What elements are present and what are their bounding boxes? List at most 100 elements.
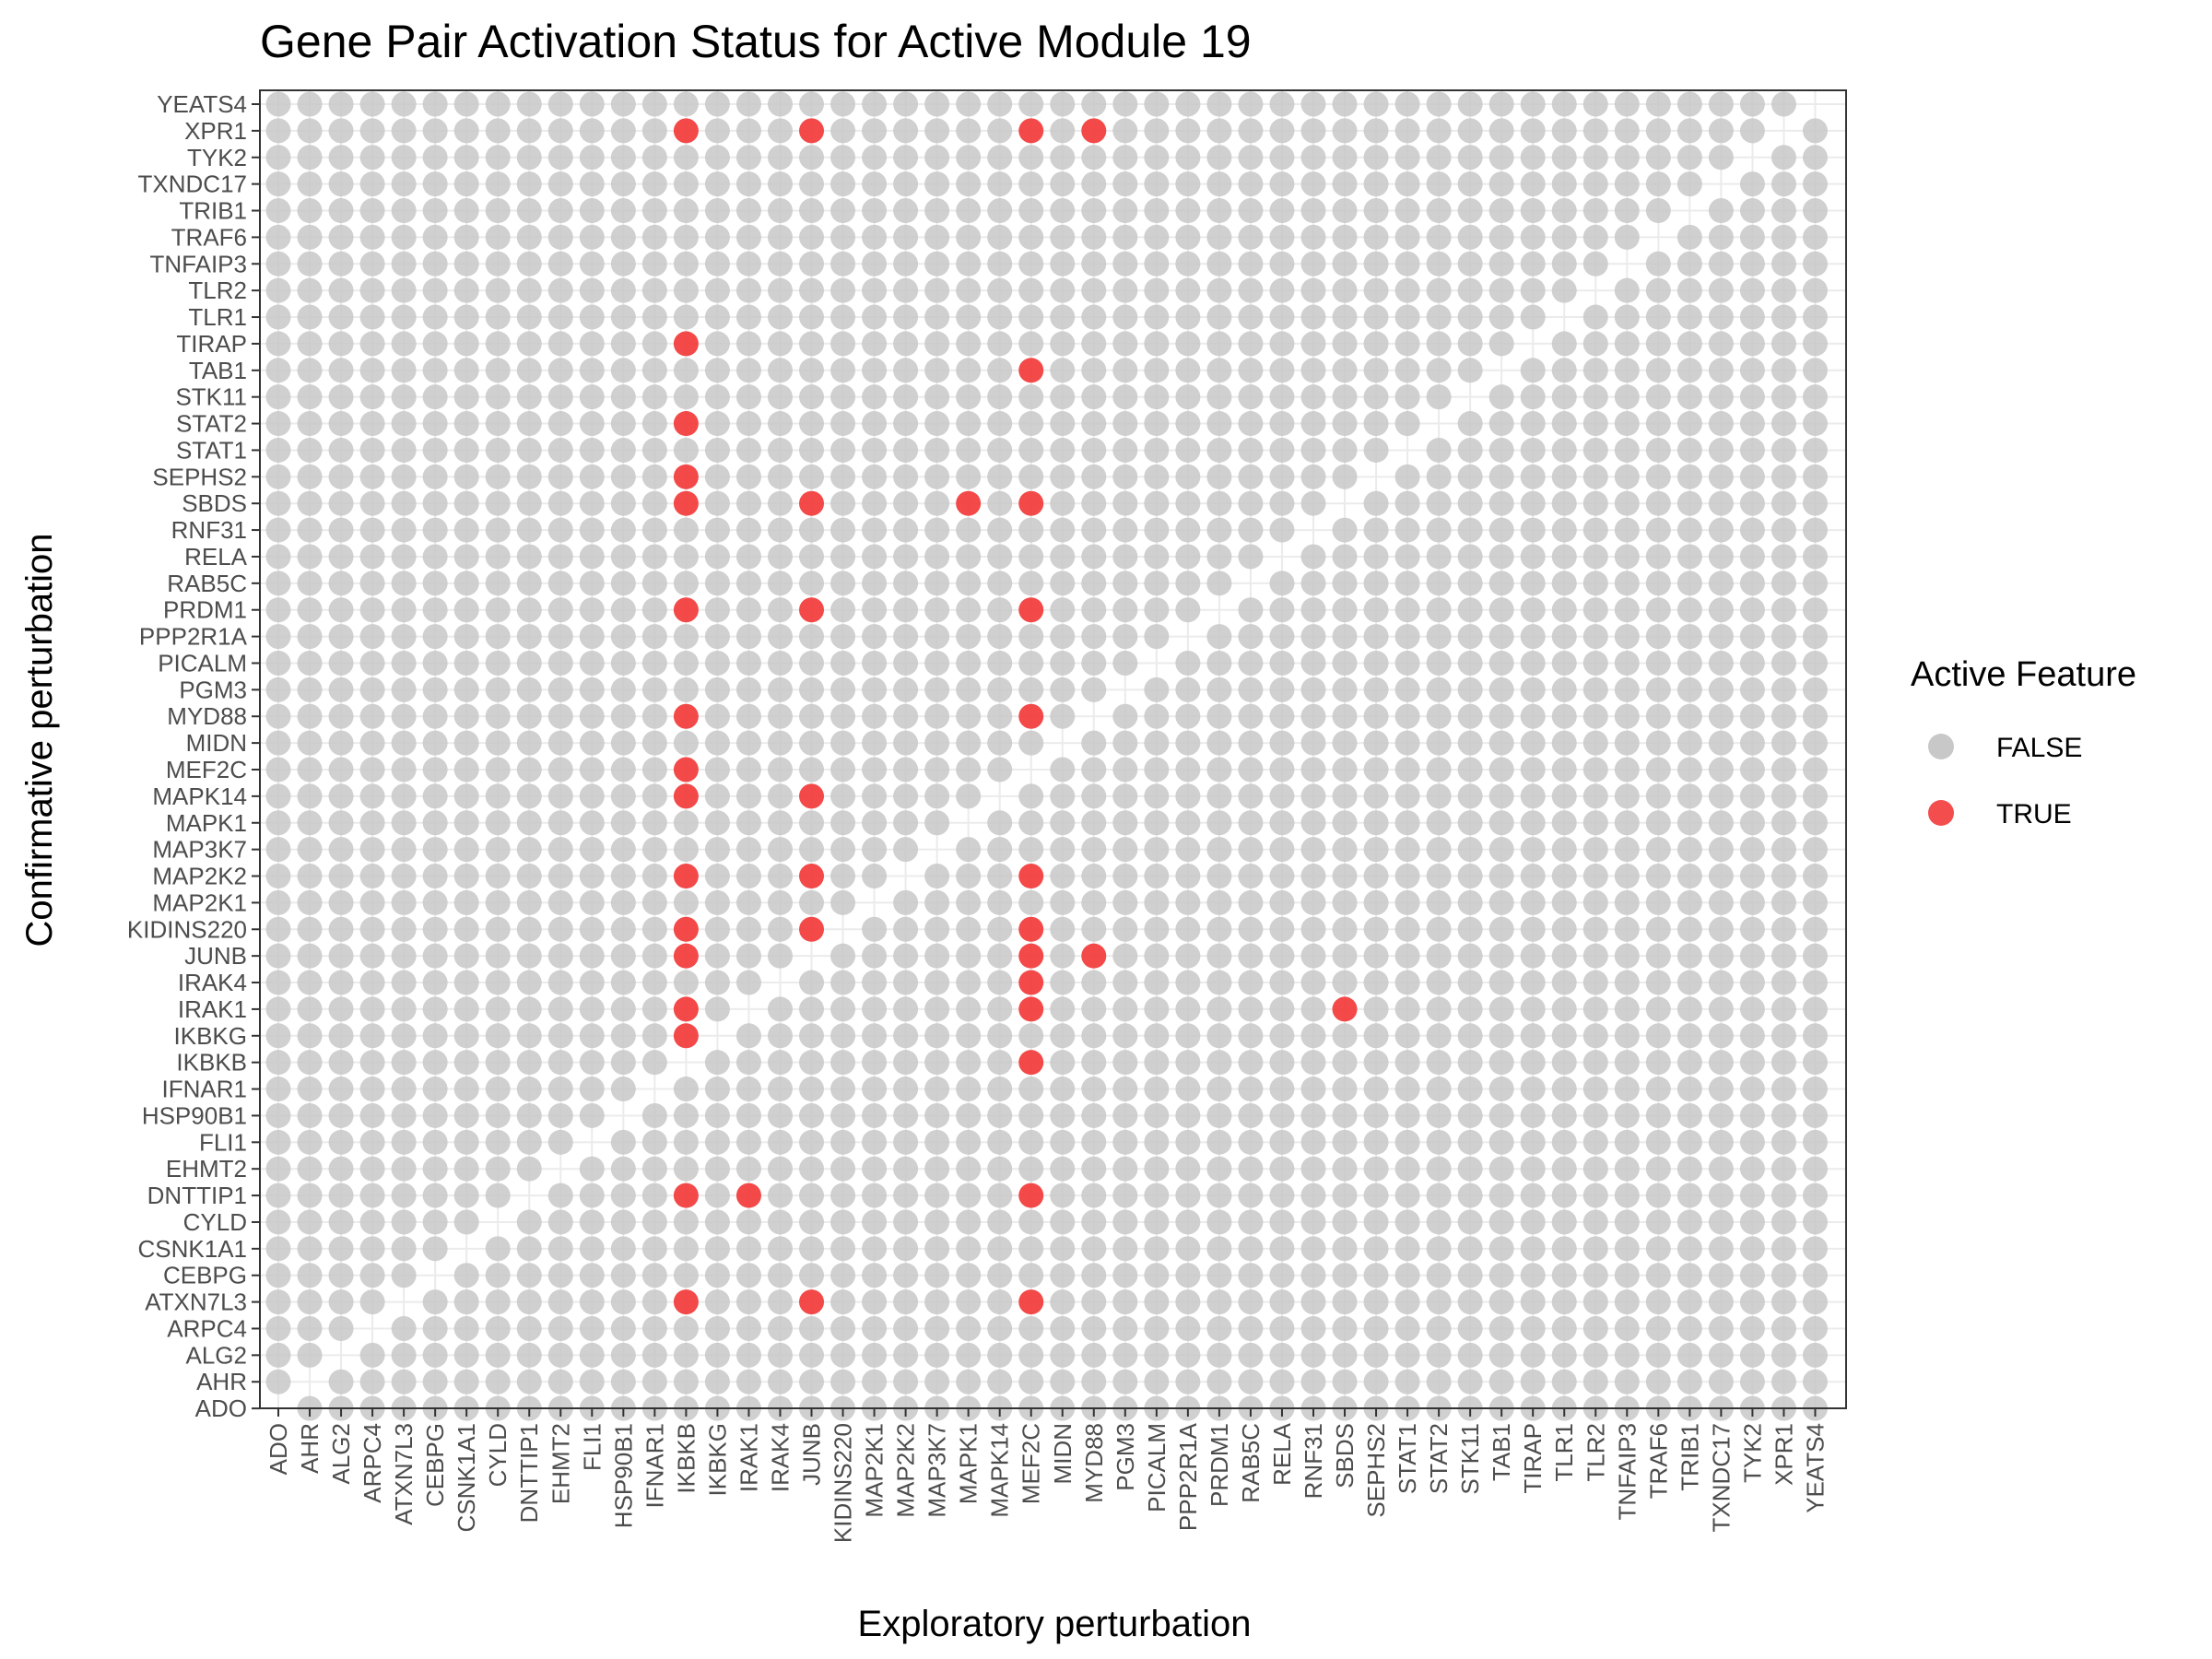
point-false <box>1175 703 1201 729</box>
point-false <box>1300 1369 1326 1394</box>
point-false <box>704 889 730 915</box>
point-false <box>799 1342 825 1368</box>
point-false <box>1018 411 1044 437</box>
point-false <box>1739 171 1765 197</box>
point-false <box>1457 1289 1483 1315</box>
point-false <box>1081 437 1107 463</box>
point-false <box>1394 91 1420 117</box>
point-true <box>1081 118 1107 144</box>
point-false <box>1081 1156 1107 1182</box>
point-false <box>1332 145 1358 171</box>
point-false <box>1269 1102 1295 1128</box>
point-false <box>1426 331 1452 357</box>
point-false <box>1269 1209 1295 1235</box>
point-false <box>610 943 636 969</box>
point-false <box>1300 358 1326 383</box>
point-false <box>1520 757 1546 782</box>
point-false <box>422 91 448 117</box>
point-false <box>1520 544 1546 570</box>
point-false <box>1771 1023 1796 1049</box>
point-false <box>673 1369 699 1394</box>
point-false <box>1081 517 1107 543</box>
point-false <box>297 730 323 756</box>
point-false <box>391 783 417 809</box>
point-false <box>862 1156 888 1182</box>
point-false <box>1520 358 1546 383</box>
point-false <box>1739 1263 1765 1288</box>
point-false <box>1520 1209 1546 1235</box>
point-false <box>1457 1236 1483 1262</box>
point-false <box>1112 1209 1138 1235</box>
point-false <box>1520 224 1546 250</box>
point-false <box>1050 1315 1076 1341</box>
point-false <box>1645 970 1671 995</box>
point-false <box>1708 1263 1734 1288</box>
point-false <box>1206 1209 1232 1235</box>
x-tick-label: YEATS4 <box>1801 1423 1829 1513</box>
point-false <box>1426 171 1452 197</box>
point-false <box>1332 970 1358 995</box>
point-false <box>767 1209 793 1235</box>
point-false <box>1269 943 1295 969</box>
point-false <box>328 251 354 276</box>
point-false <box>1645 277 1671 303</box>
point-false <box>1081 837 1107 863</box>
point-false <box>547 571 573 596</box>
point-false <box>453 384 479 410</box>
point-false <box>767 1156 793 1182</box>
point-false <box>735 624 761 650</box>
point-false <box>265 624 291 650</box>
point-false <box>547 198 573 224</box>
point-false <box>422 437 448 463</box>
point-false <box>265 1342 291 1368</box>
y-tick-label: MAPK1 <box>166 809 247 837</box>
point-false <box>1112 464 1138 489</box>
point-false <box>673 624 699 650</box>
point-false <box>516 411 542 437</box>
point-false <box>1551 358 1577 383</box>
point-false <box>1614 171 1640 197</box>
point-false <box>485 703 511 729</box>
point-false <box>767 411 793 437</box>
point-false <box>1112 1050 1138 1076</box>
point-false <box>579 464 605 489</box>
point-false <box>1238 1182 1264 1208</box>
point-false <box>1583 1102 1608 1128</box>
point-false <box>799 277 825 303</box>
point-false <box>956 411 982 437</box>
point-false <box>1363 783 1389 809</box>
point-false <box>422 730 448 756</box>
point-false <box>1332 1236 1358 1262</box>
point-false <box>1300 1289 1326 1315</box>
point-false <box>1614 571 1640 596</box>
point-false <box>1771 1077 1796 1102</box>
point-false <box>453 1023 479 1049</box>
point-false <box>956 224 982 250</box>
point-false <box>297 943 323 969</box>
point-false <box>1269 1369 1295 1394</box>
point-false <box>297 91 323 117</box>
point-false <box>1520 1236 1546 1262</box>
point-false <box>1551 916 1577 942</box>
point-false <box>453 544 479 570</box>
x-tick-label: CSNK1A1 <box>453 1423 480 1533</box>
point-false <box>893 889 919 915</box>
point-false <box>767 1263 793 1288</box>
point-false <box>1332 304 1358 330</box>
point-false <box>1739 837 1765 863</box>
point-false <box>830 810 856 836</box>
x-tick-label: MAP3K7 <box>924 1423 951 1518</box>
point-false <box>704 677 730 702</box>
point-false <box>735 171 761 197</box>
point-false <box>956 91 982 117</box>
point-false <box>924 1102 950 1128</box>
point-false <box>1488 624 1514 650</box>
point-false <box>1394 224 1420 250</box>
point-false <box>735 1050 761 1076</box>
point-false <box>1018 677 1044 702</box>
point-false <box>893 437 919 463</box>
point-false <box>735 224 761 250</box>
point-false <box>1739 1209 1765 1235</box>
point-false <box>485 517 511 543</box>
point-false <box>1802 171 1828 197</box>
